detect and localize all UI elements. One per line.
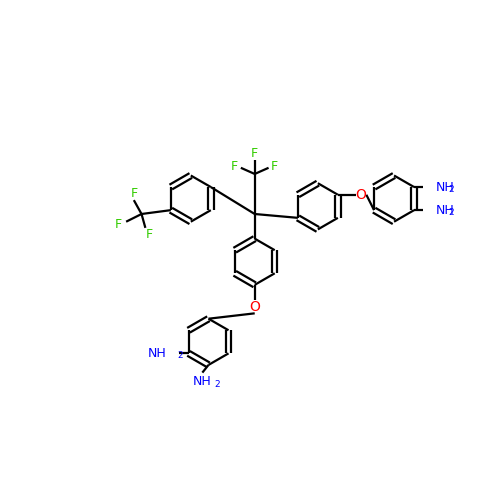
Text: NH: NH	[436, 204, 454, 216]
Text: F: F	[130, 186, 138, 200]
Text: O: O	[250, 300, 260, 314]
Text: F: F	[146, 228, 153, 240]
Text: 2: 2	[448, 208, 454, 217]
Text: F: F	[251, 148, 258, 160]
Text: NH: NH	[148, 347, 167, 360]
Text: F: F	[271, 160, 278, 173]
Text: 2: 2	[214, 380, 220, 388]
Text: NH: NH	[436, 180, 454, 194]
Text: O: O	[356, 188, 366, 202]
Text: NH: NH	[193, 376, 212, 388]
Text: F: F	[115, 218, 122, 232]
Text: 2: 2	[178, 351, 184, 360]
Text: 2: 2	[448, 185, 454, 194]
Text: F: F	[231, 160, 238, 173]
